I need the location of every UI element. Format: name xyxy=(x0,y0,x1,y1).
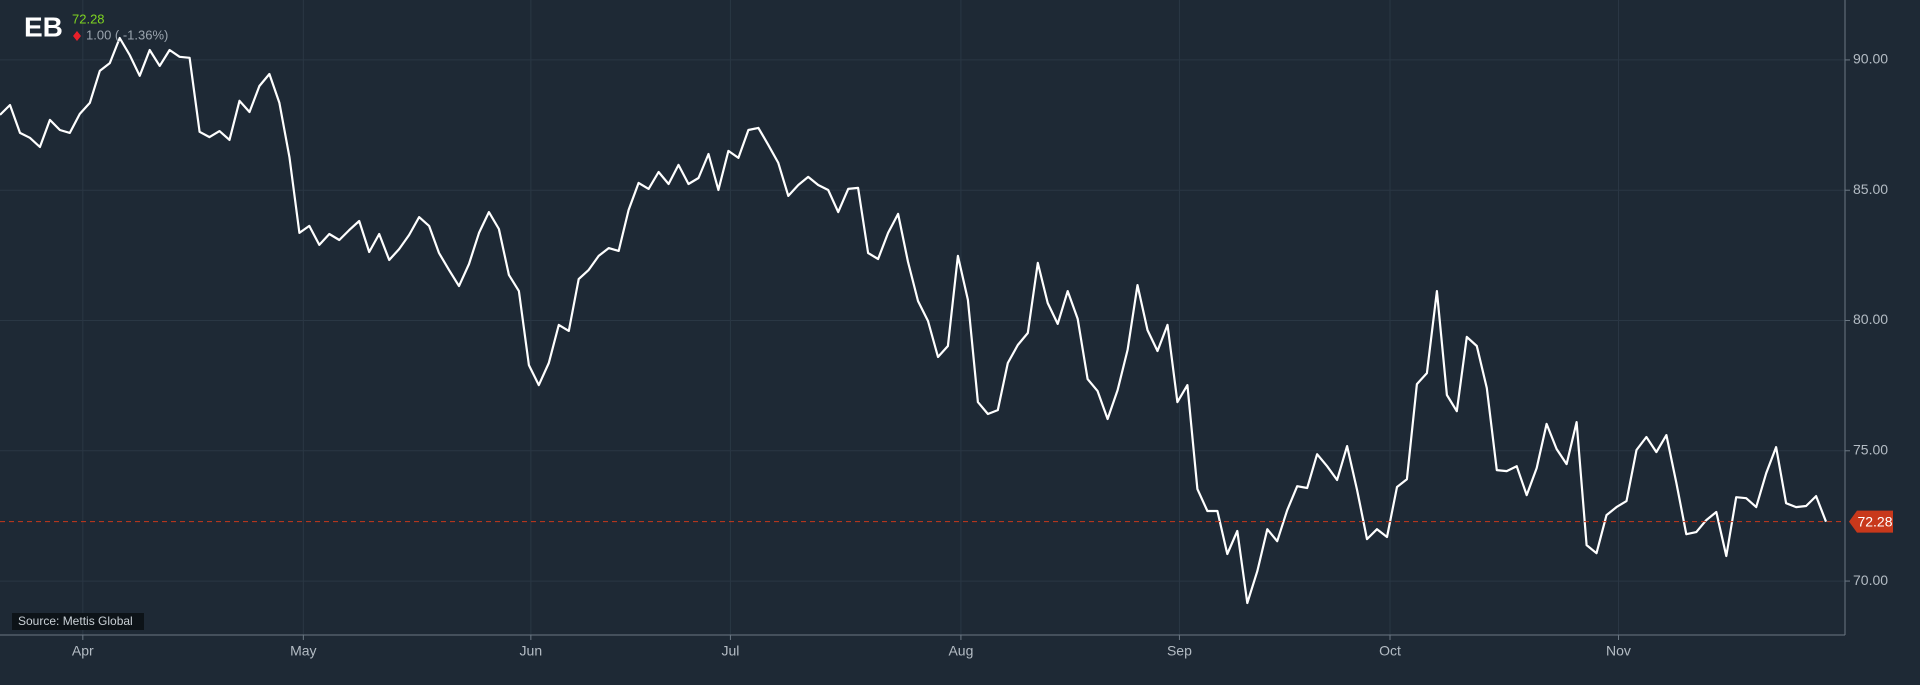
source: Source: Mettis Global xyxy=(18,614,133,628)
last-value-tag xyxy=(1849,510,1893,533)
price: 72.28 xyxy=(72,11,105,26)
y-tick-label: 75.00 xyxy=(1853,441,1888,457)
x-tick-label: Oct xyxy=(1379,643,1401,659)
ticker: EB xyxy=(24,11,63,42)
y-tick-label: 85.00 xyxy=(1853,181,1888,197)
y-tick-label: 80.00 xyxy=(1853,311,1888,327)
x-tick-label: Sep xyxy=(1167,643,1192,659)
x-tick-label: May xyxy=(290,643,316,659)
y-tick-label: 70.00 xyxy=(1853,572,1888,588)
grid xyxy=(0,0,1845,635)
change: 1.00 ( -1.36%) xyxy=(86,27,168,42)
last-value-label: 72.28 xyxy=(1857,513,1892,529)
y-tick-label: 90.00 xyxy=(1853,51,1888,67)
price-line xyxy=(0,36,1828,605)
x-tick-label: Jul xyxy=(721,643,739,659)
down-icon xyxy=(73,31,81,41)
x-tick-label: Jun xyxy=(520,643,543,659)
source-box xyxy=(12,613,144,630)
x-tick-label: Aug xyxy=(948,643,973,659)
x-tick-label: Apr xyxy=(72,643,94,659)
x-tick-label: Nov xyxy=(1606,643,1631,659)
plot xyxy=(0,36,1845,605)
